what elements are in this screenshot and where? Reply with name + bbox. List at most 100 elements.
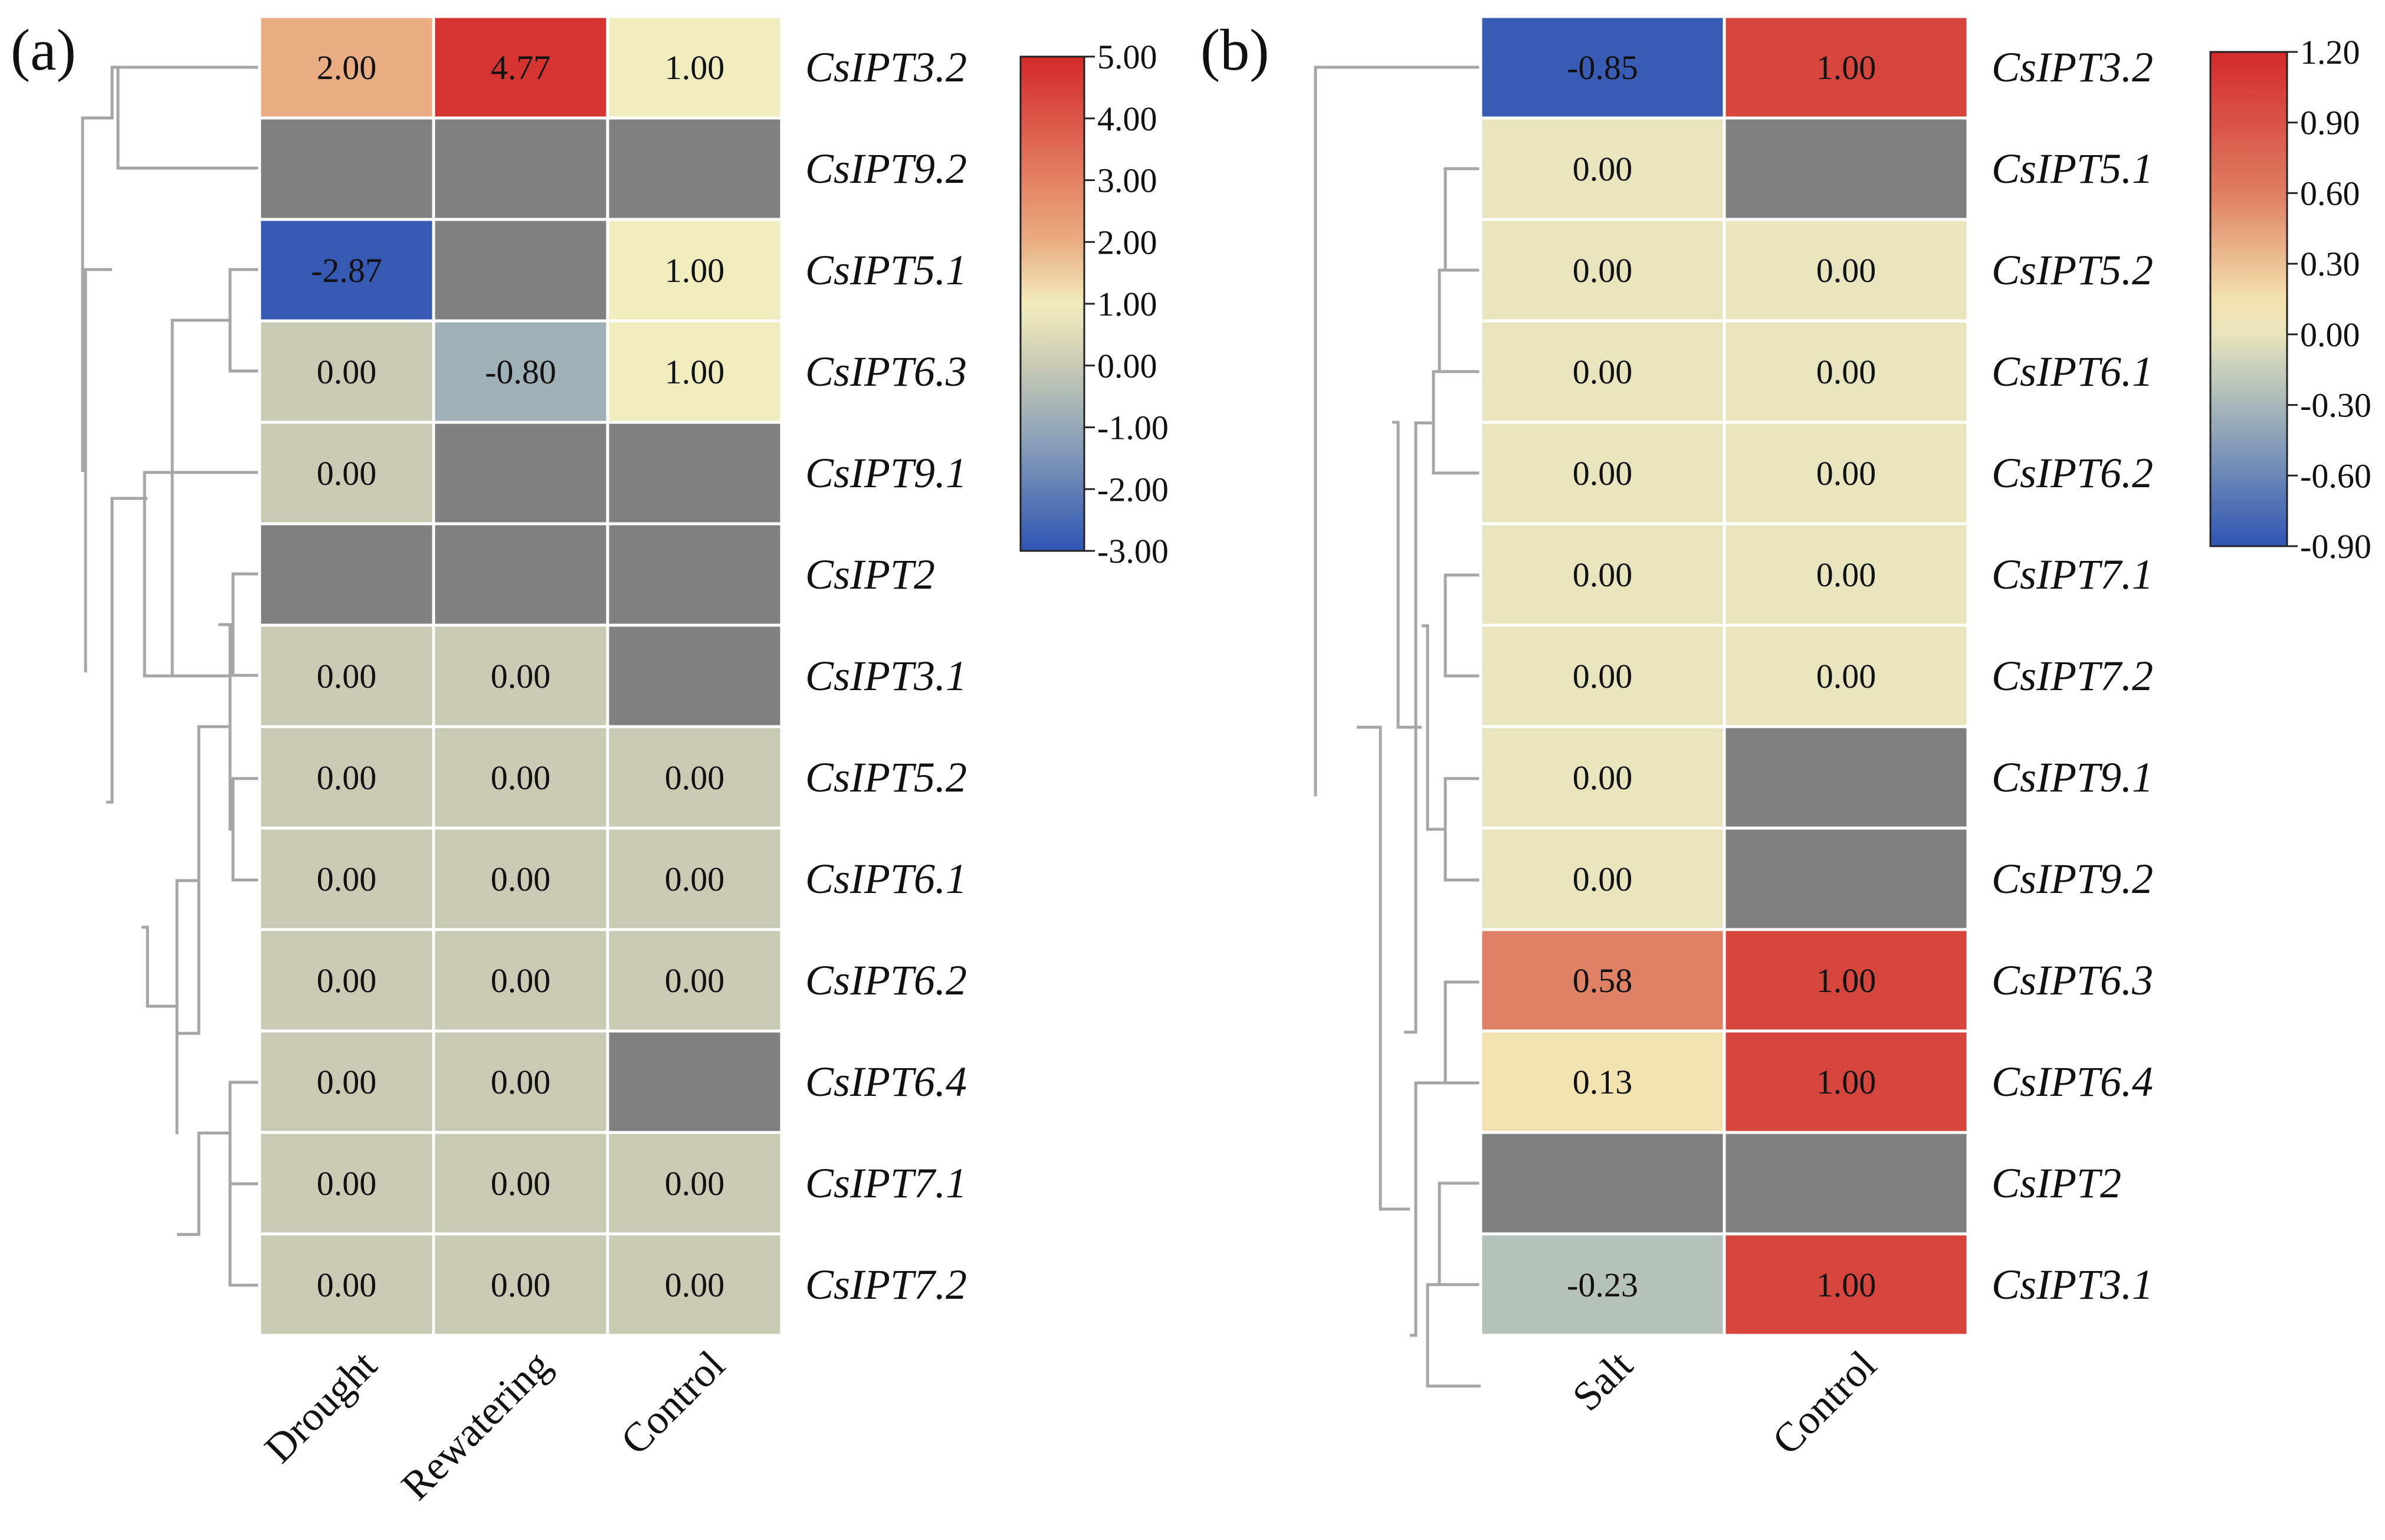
heatmap-cell-csipt3-1-drought: [258, 623, 435, 728]
row-label-csipt7-2: CsIPT7.2: [805, 1261, 967, 1308]
cell-value-label: 0.00: [665, 1164, 725, 1203]
cell-value-label: 0.00: [1573, 556, 1633, 594]
cell-value-label: 0.00: [317, 657, 377, 695]
cell-value-label: 0.00: [1816, 657, 1876, 695]
heatmap-cell-csipt9-2-drought: [258, 116, 435, 221]
panel-a-cells: 2.00 4.77 1.00 -2.87 1.00 0.00 -0.80 1.00 0.00 0.…: [258, 15, 783, 1337]
heatmap-cell-csipt6-3-salt: [1479, 928, 1726, 1033]
dendrogram-branch: [1426, 1283, 1481, 1388]
cell-value-label: 0.00: [491, 1164, 551, 1203]
heatmap-cell-csipt3-2-drought: [258, 15, 435, 120]
heatmap-cell-csipt9-1-drought: [258, 421, 435, 526]
heatmap-cell-csipt9-1-salt: [1479, 725, 1726, 830]
colorbar-tick-label: -3.00: [1097, 532, 1169, 570]
heatmap-cell-csipt9-2-rewatering: [432, 116, 609, 221]
heatmap-cell-csipt6-2-control: [1723, 421, 1970, 526]
cell-value-label: 0.00: [317, 758, 377, 797]
heatmap-cell-csipt5-2-drought: [258, 725, 435, 830]
row-label-csipt6-3: CsIPT6.3: [1992, 957, 2153, 1004]
cell-value-label: 0.00: [317, 860, 377, 898]
heatmap-cell-csipt9-1-control: [606, 421, 783, 526]
heatmap-cell-csipt6-4-rewatering: [432, 1029, 609, 1134]
dendrogram-branch: [84, 268, 112, 672]
colorbar-tick-label: -1.00: [1097, 409, 1169, 447]
colorbar-tick-label: 4.00: [1097, 100, 1157, 138]
panel-a-dendrogram: [81, 65, 260, 1287]
heatmap-cell-csipt7-2-control: [1723, 623, 1970, 728]
heatmap-cell-csipt3-2-control: [606, 15, 783, 120]
cell-value-label: 4.77: [491, 48, 551, 87]
colorbar-tick-label: 0.30: [2300, 245, 2360, 283]
heatmap-cell-csipt7-2-drought: [258, 1232, 435, 1337]
heatmap-cell-csipt5-1-rewatering: [432, 218, 609, 323]
colorbar-gradient: [2209, 51, 2288, 547]
heatmap-cell-csipt2-control: [1723, 1131, 1970, 1236]
row-label-csipt9-2: CsIPT9.2: [1992, 855, 2153, 902]
dendrogram-branch: [177, 1131, 230, 1236]
row-label-csipt6-4: CsIPT6.4: [1992, 1058, 2153, 1105]
dendrogram-branch: [116, 65, 260, 170]
panel-b-dendrogram: [1314, 65, 1481, 1388]
row-label-csipt6-1: CsIPT6.1: [1992, 348, 2153, 395]
colorbar-tick-label: 1.00: [1097, 285, 1157, 323]
panel-a-heatmap: (a) 2.00 4.77 1.00 -2.87 1.00 0.00 -0.80 1.00 0.…: [11, 15, 1169, 1509]
cell-value-label: 1.00: [1816, 1266, 1876, 1304]
row-label-csipt6-1: CsIPT6.1: [805, 855, 967, 902]
dendrogram-branch: [231, 572, 260, 677]
colorbar-tick-label: 2.00: [1097, 223, 1157, 261]
heatmap-cell-csipt9-1-control: [1723, 725, 1970, 830]
dendrogram-branch: [86, 65, 118, 120]
colorbar-tick-label: 5.00: [1097, 38, 1157, 76]
dendrogram-branch: [231, 777, 260, 882]
dendrogram-branch: [228, 1182, 260, 1287]
dendrogram-branch: [1404, 421, 1433, 1034]
heatmap-cell-csipt6-3-control: [1723, 928, 1970, 1033]
row-label-csipt9-2: CsIPT9.2: [805, 145, 967, 192]
heatmap-cell-csipt7-1-control: [1723, 522, 1970, 627]
colorbar-tick-label: -0.90: [2300, 527, 2371, 566]
dendrogram-branch: [228, 268, 260, 373]
cell-value-label: 0.00: [491, 860, 551, 898]
panel-a-row-labels: CsIPT3.2 CsIPT9.2 CsIPT5.1 CsIPT6.3 CsIPT9.1…: [805, 44, 967, 1308]
heatmap-cell-csipt7-2-salt: [1479, 623, 1726, 728]
cell-value-label: 0.00: [491, 657, 551, 695]
row-label-csipt2: CsIPT2: [1992, 1160, 2121, 1207]
panel-b-row-labels: CsIPT3.2 CsIPT5.1 CsIPT5.2 CsIPT6.1 CsIPT6.2…: [1992, 44, 2153, 1308]
cell-value-label: 1.00: [1816, 961, 1876, 1000]
column-label-rewatering: Rewatering: [393, 1342, 560, 1509]
panel-b-colorbar: 1.20 0.90 0.60 0.30 0.00 -0.30 -0.60 -0.90: [2209, 33, 2371, 566]
cell-value-label: 0.00: [1573, 150, 1633, 188]
cell-value-label: 1.00: [665, 251, 725, 290]
dendrogram-branch: [1432, 370, 1481, 475]
heatmap-cell-csipt5-2-control: [606, 725, 783, 830]
heatmap-cell-csipt7-1-salt: [1479, 522, 1726, 627]
heatmap-cell-csipt5-1-drought: [258, 218, 435, 323]
row-label-csipt5-1: CsIPT5.1: [805, 247, 967, 294]
dendrogram-branch: [1357, 725, 1410, 1211]
cell-value-label: 0.00: [317, 454, 377, 492]
cell-value-label: 0.00: [491, 1063, 551, 1101]
heatmap-cell-csipt6-1-control: [1723, 319, 1970, 424]
dendrogram-branch: [1444, 573, 1481, 678]
cell-value-label: 0.00: [1816, 251, 1876, 290]
cell-value-label: 0.00: [1816, 556, 1876, 594]
cell-value-label: 0.00: [1573, 353, 1633, 391]
dendrogram-branch: [228, 1081, 260, 1186]
colorbar-tick-label: 1.20: [2300, 33, 2360, 71]
cell-value-label: 0.58: [1573, 961, 1633, 1000]
row-label-csipt6-2: CsIPT6.2: [805, 957, 967, 1004]
cell-value-label: 1.00: [665, 48, 725, 87]
cell-value-label: 1.00: [1816, 48, 1876, 87]
cell-value-label: 1.00: [1816, 1063, 1876, 1101]
dendrogram-branch: [147, 318, 230, 678]
panel-a-colorbar: 5.00 4.00 3.00 2.00 1.00 0.00 -1.00 -2.00 -3.00: [1019, 38, 1169, 570]
cell-value-label: -0.23: [1567, 1266, 1638, 1304]
cell-value-label: 0.00: [317, 1164, 377, 1203]
heatmap-cell-csipt6-1-control: [606, 826, 783, 931]
heatmap-cell-csipt5-1-control: [606, 218, 783, 323]
row-label-csipt6-2: CsIPT6.2: [1992, 449, 2153, 497]
cell-value-label: 0.00: [1573, 758, 1633, 797]
row-label-csipt3-1: CsIPT3.1: [805, 652, 967, 700]
panel-b-cells: -0.85 1.00 0.00 0.00 0.00 0.00 0.00 0.00 0.00 0.0…: [1479, 15, 1970, 1337]
cell-value-label: 1.00: [665, 353, 725, 391]
